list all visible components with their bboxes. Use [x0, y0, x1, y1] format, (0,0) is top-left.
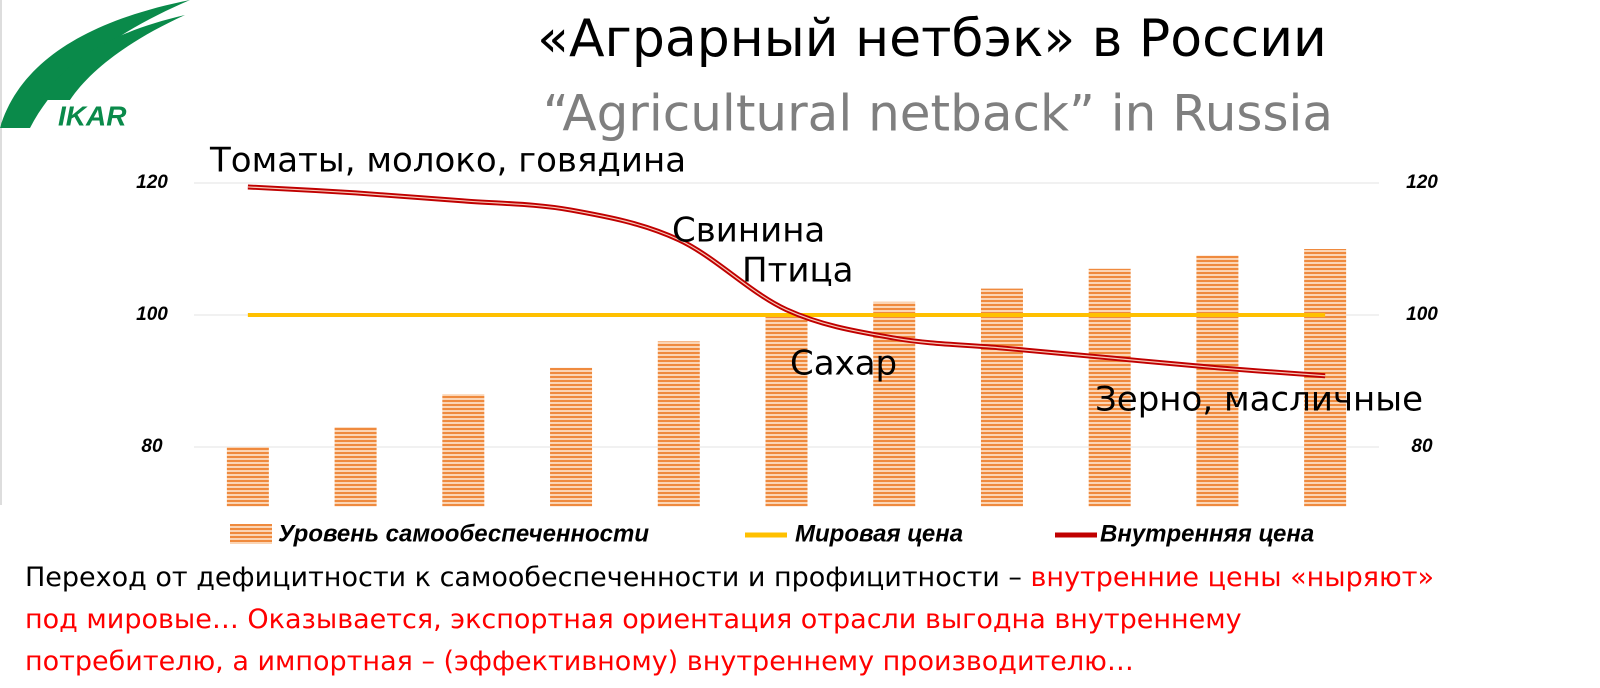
bar [1304, 249, 1347, 507]
line-highlight [247, 186, 1326, 377]
y-tick-label: 120 [136, 172, 168, 193]
bar [550, 367, 593, 507]
bar [980, 288, 1023, 507]
bar [873, 301, 916, 507]
annotation: Птица [742, 251, 853, 291]
bar [765, 315, 808, 507]
bar [334, 427, 377, 507]
logo: IKAR [0, 0, 190, 131]
bar [1088, 268, 1131, 507]
chart-title: «Аграрный нетбэк» в России [537, 9, 1327, 69]
chart-subtitle: “Agricultural netback” in Russia [543, 85, 1333, 143]
note-text: потребителю, а импортная – (эффективному… [25, 646, 1134, 677]
annotation: Сахар [790, 344, 897, 384]
y2-tick-label: 100 [1406, 304, 1438, 325]
y2-tick-label: 120 [1406, 172, 1438, 193]
bar [442, 394, 485, 507]
annotation: Томаты, молоко, говядина [209, 141, 686, 181]
bar [226, 447, 269, 507]
bar [657, 341, 700, 507]
annotation: Зерно, масличные [1095, 380, 1423, 420]
note-text: под мировые… Оказывается, экспортная ори… [25, 604, 1242, 635]
legend-label: Мировая цена [795, 520, 963, 547]
legend-swatch [230, 524, 272, 544]
y-tick-label: 80 [141, 436, 163, 457]
y-tick-label: 100 [136, 304, 168, 325]
bar [1196, 255, 1239, 507]
legend-label: Уровень самообеспеченности [278, 520, 649, 547]
y2-tick-label: 80 [1411, 436, 1433, 457]
note-text: внутренние цены «ныряют» [1031, 562, 1434, 593]
note: Переход от дефицитности к самообеспеченн… [25, 562, 1443, 677]
legend-label: Внутренняя цена [1100, 520, 1314, 547]
note-text: Переход от дефицитности к самообеспеченн… [25, 562, 1031, 593]
annotation: Свинина [672, 211, 825, 251]
logo-text: IKAR [58, 100, 127, 131]
